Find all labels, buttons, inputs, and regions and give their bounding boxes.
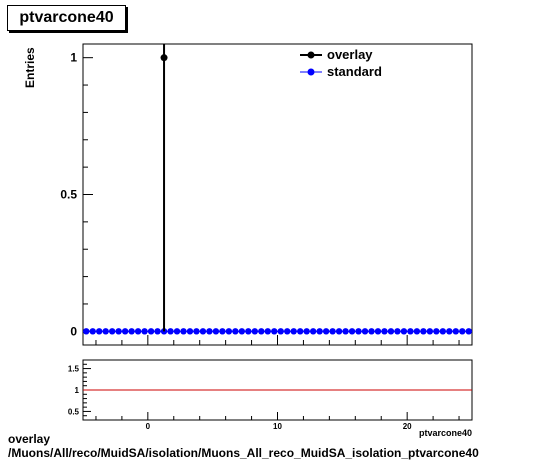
standard-point: [96, 328, 103, 335]
standard-point: [335, 328, 343, 335]
standard-point: [348, 328, 356, 335]
legend-overlay-label: overlay: [327, 47, 373, 62]
standard-point: [271, 328, 278, 335]
standard-point: [361, 328, 369, 335]
standard-point: [426, 328, 434, 335]
standard-point: [108, 328, 116, 335]
chart-title: ptvarcone40: [7, 5, 126, 31]
standard-point: [251, 328, 259, 335]
standard-point: [439, 328, 447, 335]
legend-standard-marker: [307, 68, 315, 76]
standard-point: [387, 328, 395, 335]
standard-point: [238, 328, 246, 335]
standard-point: [186, 328, 194, 335]
standard-point: [355, 328, 362, 335]
standard-point: [173, 328, 181, 335]
standard-point: [128, 328, 135, 335]
standard-point: [374, 328, 382, 335]
ratio-x-tick-label: 0: [146, 422, 151, 431]
caption-line-1: overlay: [8, 432, 51, 446]
standard-point: [303, 328, 310, 335]
standard-point: [433, 328, 440, 335]
standard-point: [212, 328, 220, 335]
standard-point: [102, 328, 109, 335]
standard-point: [296, 328, 304, 335]
standard-point: [225, 328, 233, 335]
standard-point: [342, 328, 349, 335]
caption-line-2: /Muons/All/reco/MuidSA/isolation/Muons_A…: [8, 446, 479, 460]
standard-point: [121, 328, 129, 335]
standard-point: [115, 328, 122, 335]
standard-point: [83, 328, 90, 335]
standard-point: [232, 328, 239, 335]
standard-point: [277, 328, 284, 335]
y-tick-label: 1: [70, 51, 77, 65]
standard-point: [452, 328, 459, 335]
standard-point: [264, 328, 271, 335]
standard-point: [309, 328, 317, 335]
standard-point: [193, 328, 200, 335]
legend-standard-label: standard: [327, 64, 382, 79]
legend: overlay standard: [300, 47, 382, 79]
legend-overlay-marker: [307, 51, 315, 59]
standard-point: [141, 328, 148, 335]
standard-point: [420, 328, 427, 335]
ratio-y-tick-label: 0.5: [68, 407, 80, 416]
ratio-x-tick-label: 20: [403, 422, 412, 431]
standard-point: [394, 328, 401, 335]
standard-point: [180, 328, 187, 335]
ratio-x-tick-label: 10: [273, 422, 282, 431]
standard-point: [154, 328, 161, 335]
standard-point: [413, 328, 421, 335]
ratio-y-tick-label: 1: [75, 386, 80, 395]
standard-point: [147, 328, 155, 335]
standard-point: [89, 328, 96, 335]
standard-point: [290, 328, 297, 335]
x-axis-label-clipped: ptvarcone40: [419, 428, 472, 438]
standard-point: [465, 328, 472, 335]
y-tick-label: 0: [70, 324, 77, 338]
standard-point: [167, 328, 174, 335]
standard-point: [219, 328, 226, 335]
standard-point: [258, 328, 265, 335]
standard-point: [322, 328, 330, 335]
standard-point: [400, 328, 408, 335]
overlay-point: [160, 54, 168, 62]
standard-point: [446, 328, 453, 335]
standard-point: [245, 328, 252, 335]
standard-point: [407, 328, 414, 335]
standard-point: [316, 328, 323, 335]
standard-point: [459, 328, 466, 335]
standard-point: [134, 328, 142, 335]
standard-point: [329, 328, 336, 335]
standard-point: [284, 328, 291, 335]
ratio-y-tick-label: 1.5: [68, 365, 80, 374]
y-tick-label: 0.5: [60, 188, 77, 202]
standard-point: [199, 328, 207, 335]
standard-point: [368, 328, 375, 335]
standard-point: [206, 328, 213, 335]
standard-point: [381, 328, 388, 335]
